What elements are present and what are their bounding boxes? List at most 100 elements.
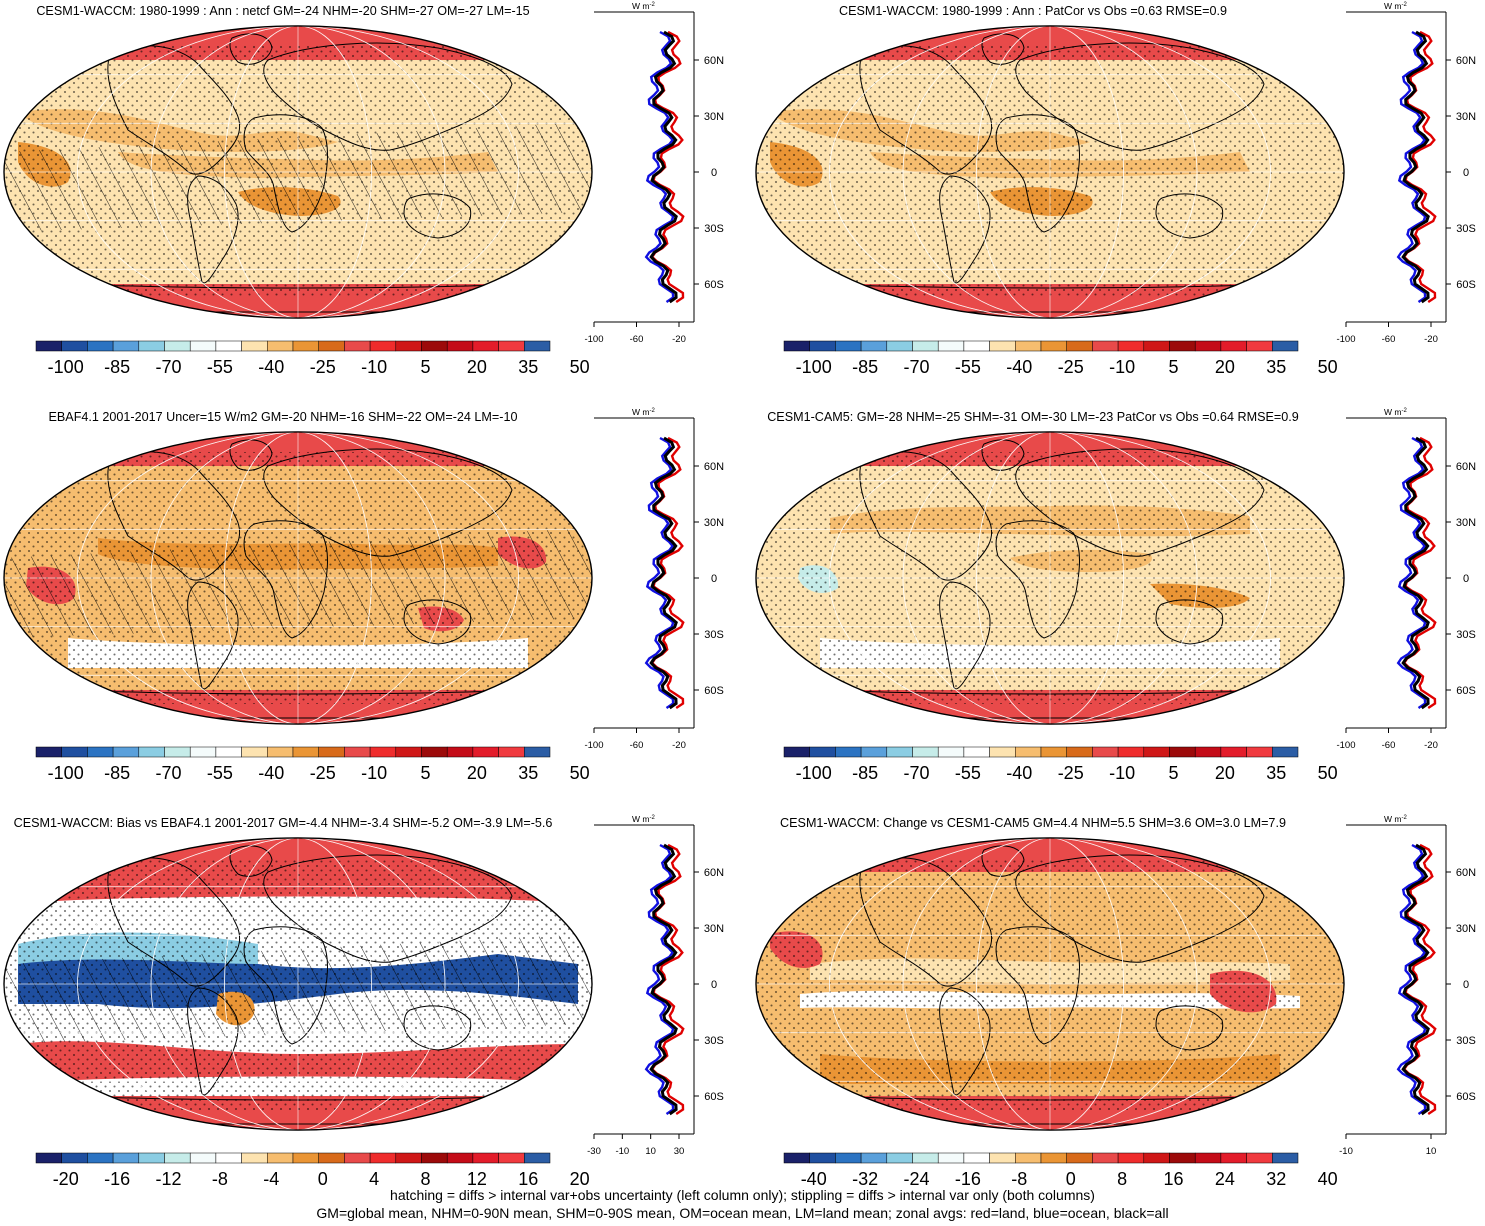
colorbar-box [524,341,550,351]
colorbar-label: -10 [361,763,387,783]
colorbar-box [1015,747,1041,757]
colorbar-box [1092,1153,1118,1163]
colorbar-label: -24 [903,1169,929,1189]
colorbar-label: 50 [570,763,590,783]
colorbar-label: -40 [1006,763,1032,783]
zonal-xtick-label: -100 [584,334,603,345]
colorbar-box [293,747,319,757]
colorbar-box [887,341,913,351]
colorbar-label: -70 [155,357,181,377]
colorbar-label: 50 [1318,357,1338,377]
colorbar-label: 50 [570,357,590,377]
lat-label: 60N [704,867,724,879]
colorbar-box [447,747,473,757]
colorbar-box [190,747,216,757]
colorbar-box [1067,747,1093,757]
colorbar-box [1118,341,1144,351]
colorbar-label: -16 [104,1169,130,1189]
colorbar-label: 40 [1318,1169,1338,1189]
colorbar-box [139,747,165,757]
colorbar-label: -85 [104,357,130,377]
colorbar-box [887,1153,913,1163]
zonal-unit-label: W m-2 [632,407,655,417]
colorbar-box [835,341,861,351]
zonal-xtick-label: -60 [1382,740,1396,751]
zonal-unit-label: W m-2 [632,1,655,11]
colorbar-label: -10 [1109,357,1135,377]
colorbar-box [1221,1153,1247,1163]
colorbar-label: -85 [104,763,130,783]
colorbar-box [293,341,319,351]
colorbar-label: 12 [467,1169,487,1189]
colorbar-label: 5 [1168,763,1178,783]
colorbar-box [499,1153,525,1163]
zonal-unit-label: W m-2 [1384,1,1407,11]
colorbar-label: 20 [1215,357,1235,377]
lat-label: 30S [704,223,724,235]
zonal-curve [1403,438,1428,708]
panel-title: CESM1-WACCM: 1980-1999 : Ann : PatCor vs… [839,4,1227,18]
colorbar-label: -70 [903,763,929,783]
colorbar-box [524,1153,550,1163]
colorbar-box [36,1153,62,1163]
colorbar-label: -55 [207,763,233,783]
colorbar-label: -25 [310,763,336,783]
colorbar-box [499,747,525,757]
colorbar-box [835,747,861,757]
map-area [756,432,1344,724]
colorbar-box [62,747,88,757]
colorbar-label: -10 [361,357,387,377]
panel-title: CESM1-WACCM: 1980-1999 : Ann : netcf GM=… [36,4,529,18]
lat-label: 0 [711,979,717,991]
colorbar-box [62,341,88,351]
colorbar-label: -12 [155,1169,181,1189]
colorbar-box [1067,341,1093,351]
colorbar-box [447,341,473,351]
lat-label: 60S [704,279,724,291]
colorbar-box [242,341,268,351]
colorbar-box [165,341,191,351]
colorbar-label: -70 [903,357,929,377]
colorbar-box [1272,1153,1298,1163]
colorbar-box [990,1153,1016,1163]
zonal-curve [651,32,676,302]
colorbar-box [835,1153,861,1163]
colorbar-box [36,747,62,757]
lat-label: 0 [1463,979,1469,991]
colorbar-label: 32 [1266,1169,1286,1189]
colorbar-label: -55 [207,357,233,377]
lat-label: 60N [1456,55,1476,67]
colorbar-box [861,747,887,757]
colorbar-box [1195,1153,1221,1163]
lat-label: 30N [704,517,724,529]
colorbar-label: 8 [1117,1169,1127,1189]
colorbar-label: -10 [1109,763,1135,783]
zonal-xtick-label: -100 [584,740,603,751]
colorbar-label: 50 [1318,763,1338,783]
colorbar-label: -85 [852,763,878,783]
lat-label: 0 [711,167,717,179]
lat-label: 60S [704,1091,724,1103]
zonal-xtick-label: -60 [630,334,644,345]
colorbar-box [913,747,939,757]
colorbar-label: -25 [1058,357,1084,377]
lat-label: 60N [1456,867,1476,879]
colorbar-box [87,341,113,351]
colorbar-box [1015,1153,1041,1163]
colorbar-box [913,341,939,351]
colorbar-box [190,341,216,351]
zonal-curve [1403,845,1428,1114]
zonal-curve [651,438,676,708]
colorbar-box [293,1153,319,1163]
colorbar-box [1170,341,1196,351]
panel-ebaf41: EBAF4.1 2001-2017 Uncer=15 W/m2 GM=-20 N… [4,407,724,783]
zonal-xtick-label: -100 [1336,740,1355,751]
colorbar-box [319,1153,345,1163]
colorbar-box [267,1153,293,1163]
lat-label: 30S [704,629,724,641]
